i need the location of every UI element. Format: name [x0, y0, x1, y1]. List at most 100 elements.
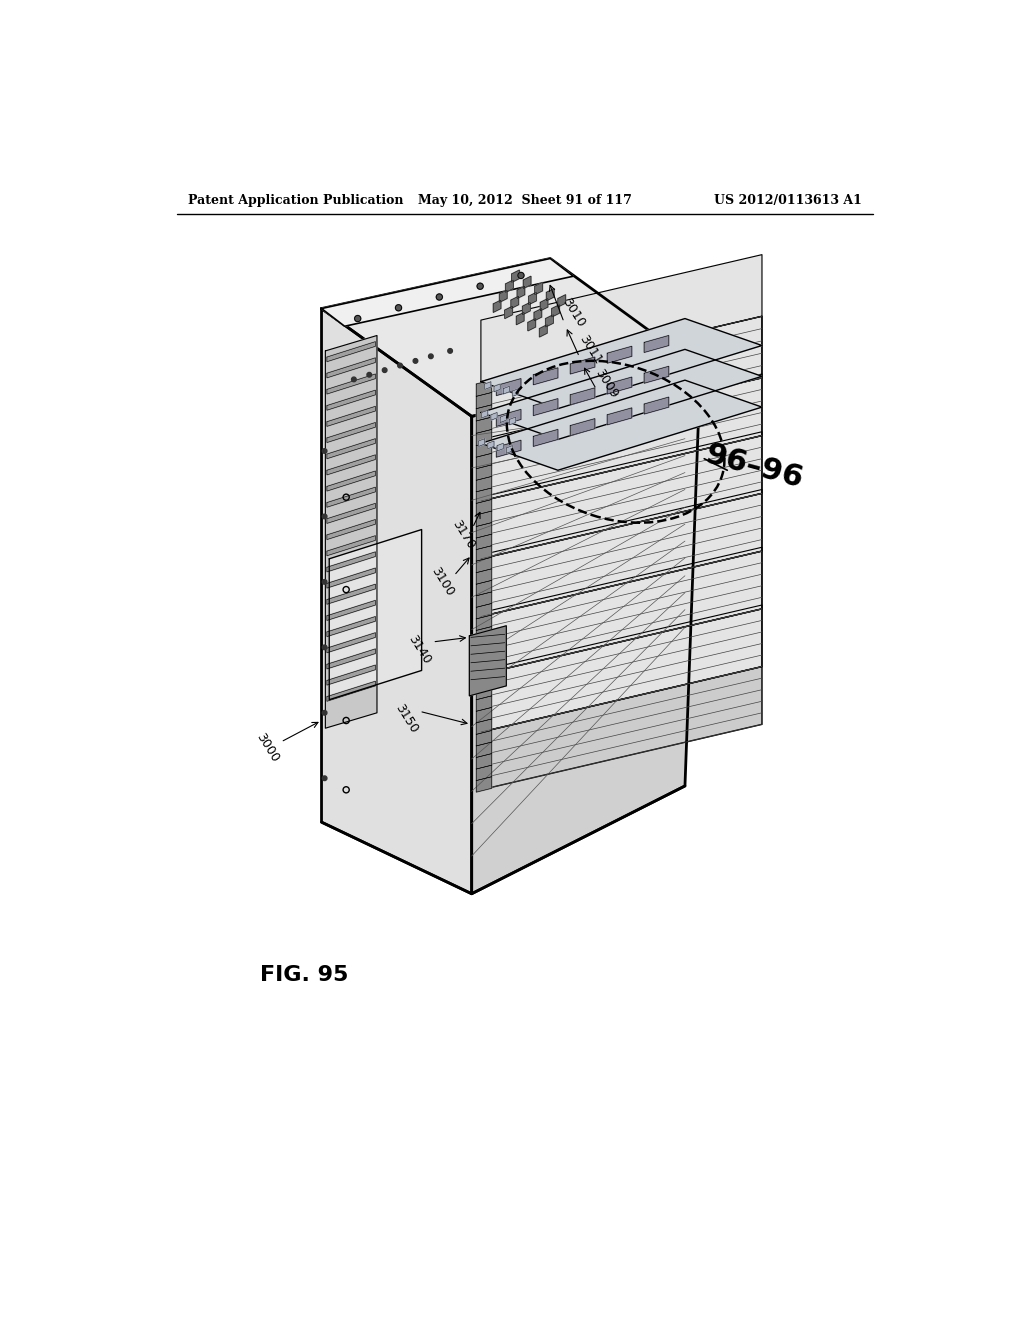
Circle shape — [382, 368, 387, 372]
Polygon shape — [327, 552, 376, 572]
Polygon shape — [481, 255, 762, 381]
Polygon shape — [534, 368, 558, 385]
Polygon shape — [494, 300, 501, 313]
Polygon shape — [476, 453, 492, 469]
Polygon shape — [476, 661, 492, 677]
Polygon shape — [476, 465, 492, 480]
Polygon shape — [327, 649, 376, 669]
Polygon shape — [512, 271, 519, 282]
Polygon shape — [644, 367, 669, 383]
Text: 3100: 3100 — [428, 565, 457, 599]
Polygon shape — [522, 302, 530, 314]
Polygon shape — [476, 603, 492, 619]
Polygon shape — [476, 429, 492, 446]
Polygon shape — [511, 296, 518, 309]
Polygon shape — [476, 499, 492, 515]
Text: 3150: 3150 — [392, 702, 420, 735]
Polygon shape — [476, 742, 492, 758]
Circle shape — [323, 579, 327, 585]
Polygon shape — [476, 557, 492, 573]
Polygon shape — [476, 442, 492, 457]
Polygon shape — [476, 649, 492, 665]
Polygon shape — [481, 605, 762, 733]
Circle shape — [477, 284, 483, 289]
Polygon shape — [570, 358, 595, 374]
Polygon shape — [481, 378, 762, 502]
Polygon shape — [481, 548, 762, 675]
Circle shape — [351, 378, 356, 381]
Polygon shape — [517, 286, 524, 298]
Polygon shape — [497, 444, 503, 451]
Polygon shape — [534, 399, 558, 416]
Polygon shape — [327, 601, 376, 620]
Polygon shape — [481, 380, 762, 470]
Polygon shape — [481, 411, 487, 418]
Polygon shape — [547, 289, 554, 301]
Polygon shape — [481, 436, 762, 558]
Circle shape — [323, 645, 327, 649]
Circle shape — [436, 294, 442, 300]
Polygon shape — [481, 318, 762, 409]
Circle shape — [395, 305, 401, 312]
Polygon shape — [476, 708, 492, 723]
Polygon shape — [570, 388, 595, 405]
Polygon shape — [326, 335, 377, 729]
Polygon shape — [322, 259, 700, 416]
Polygon shape — [505, 306, 512, 318]
Polygon shape — [528, 293, 537, 305]
Circle shape — [323, 776, 327, 780]
Polygon shape — [476, 581, 492, 595]
Polygon shape — [327, 407, 376, 426]
Polygon shape — [497, 441, 521, 457]
Text: 96–96: 96–96 — [702, 440, 807, 494]
Polygon shape — [481, 552, 762, 675]
Circle shape — [323, 515, 327, 519]
Polygon shape — [500, 290, 507, 302]
Text: Patent Application Publication: Patent Application Publication — [188, 194, 403, 207]
Polygon shape — [481, 494, 762, 616]
Polygon shape — [535, 282, 543, 294]
Polygon shape — [327, 487, 376, 507]
Circle shape — [354, 315, 360, 322]
Polygon shape — [528, 318, 536, 331]
Polygon shape — [481, 609, 762, 733]
Polygon shape — [497, 379, 521, 396]
Polygon shape — [476, 511, 492, 527]
Polygon shape — [476, 776, 492, 792]
Polygon shape — [327, 438, 376, 459]
Text: May 10, 2012  Sheet 91 of 117: May 10, 2012 Sheet 91 of 117 — [418, 194, 632, 207]
Polygon shape — [490, 412, 497, 420]
Polygon shape — [570, 418, 595, 436]
Polygon shape — [327, 358, 376, 378]
Polygon shape — [327, 665, 376, 685]
Polygon shape — [481, 374, 762, 502]
Polygon shape — [476, 696, 492, 711]
Polygon shape — [322, 309, 472, 894]
Circle shape — [429, 354, 433, 359]
Circle shape — [413, 359, 418, 363]
Text: 3009: 3009 — [593, 367, 621, 400]
Polygon shape — [476, 477, 492, 492]
Polygon shape — [322, 259, 573, 326]
Polygon shape — [327, 342, 376, 362]
Polygon shape — [327, 568, 376, 589]
Polygon shape — [476, 392, 492, 409]
Polygon shape — [506, 446, 512, 453]
Polygon shape — [327, 422, 376, 442]
Polygon shape — [327, 374, 376, 395]
Polygon shape — [476, 380, 492, 396]
Polygon shape — [476, 673, 492, 688]
Polygon shape — [497, 409, 521, 426]
Polygon shape — [516, 313, 524, 325]
Polygon shape — [327, 585, 376, 605]
Polygon shape — [481, 490, 762, 616]
Polygon shape — [327, 503, 376, 524]
Polygon shape — [327, 471, 376, 491]
Polygon shape — [558, 294, 565, 308]
Polygon shape — [541, 298, 548, 312]
Polygon shape — [327, 632, 376, 653]
Polygon shape — [503, 387, 509, 395]
Polygon shape — [607, 378, 632, 395]
Text: 3000: 3000 — [254, 730, 282, 764]
Polygon shape — [476, 523, 492, 539]
